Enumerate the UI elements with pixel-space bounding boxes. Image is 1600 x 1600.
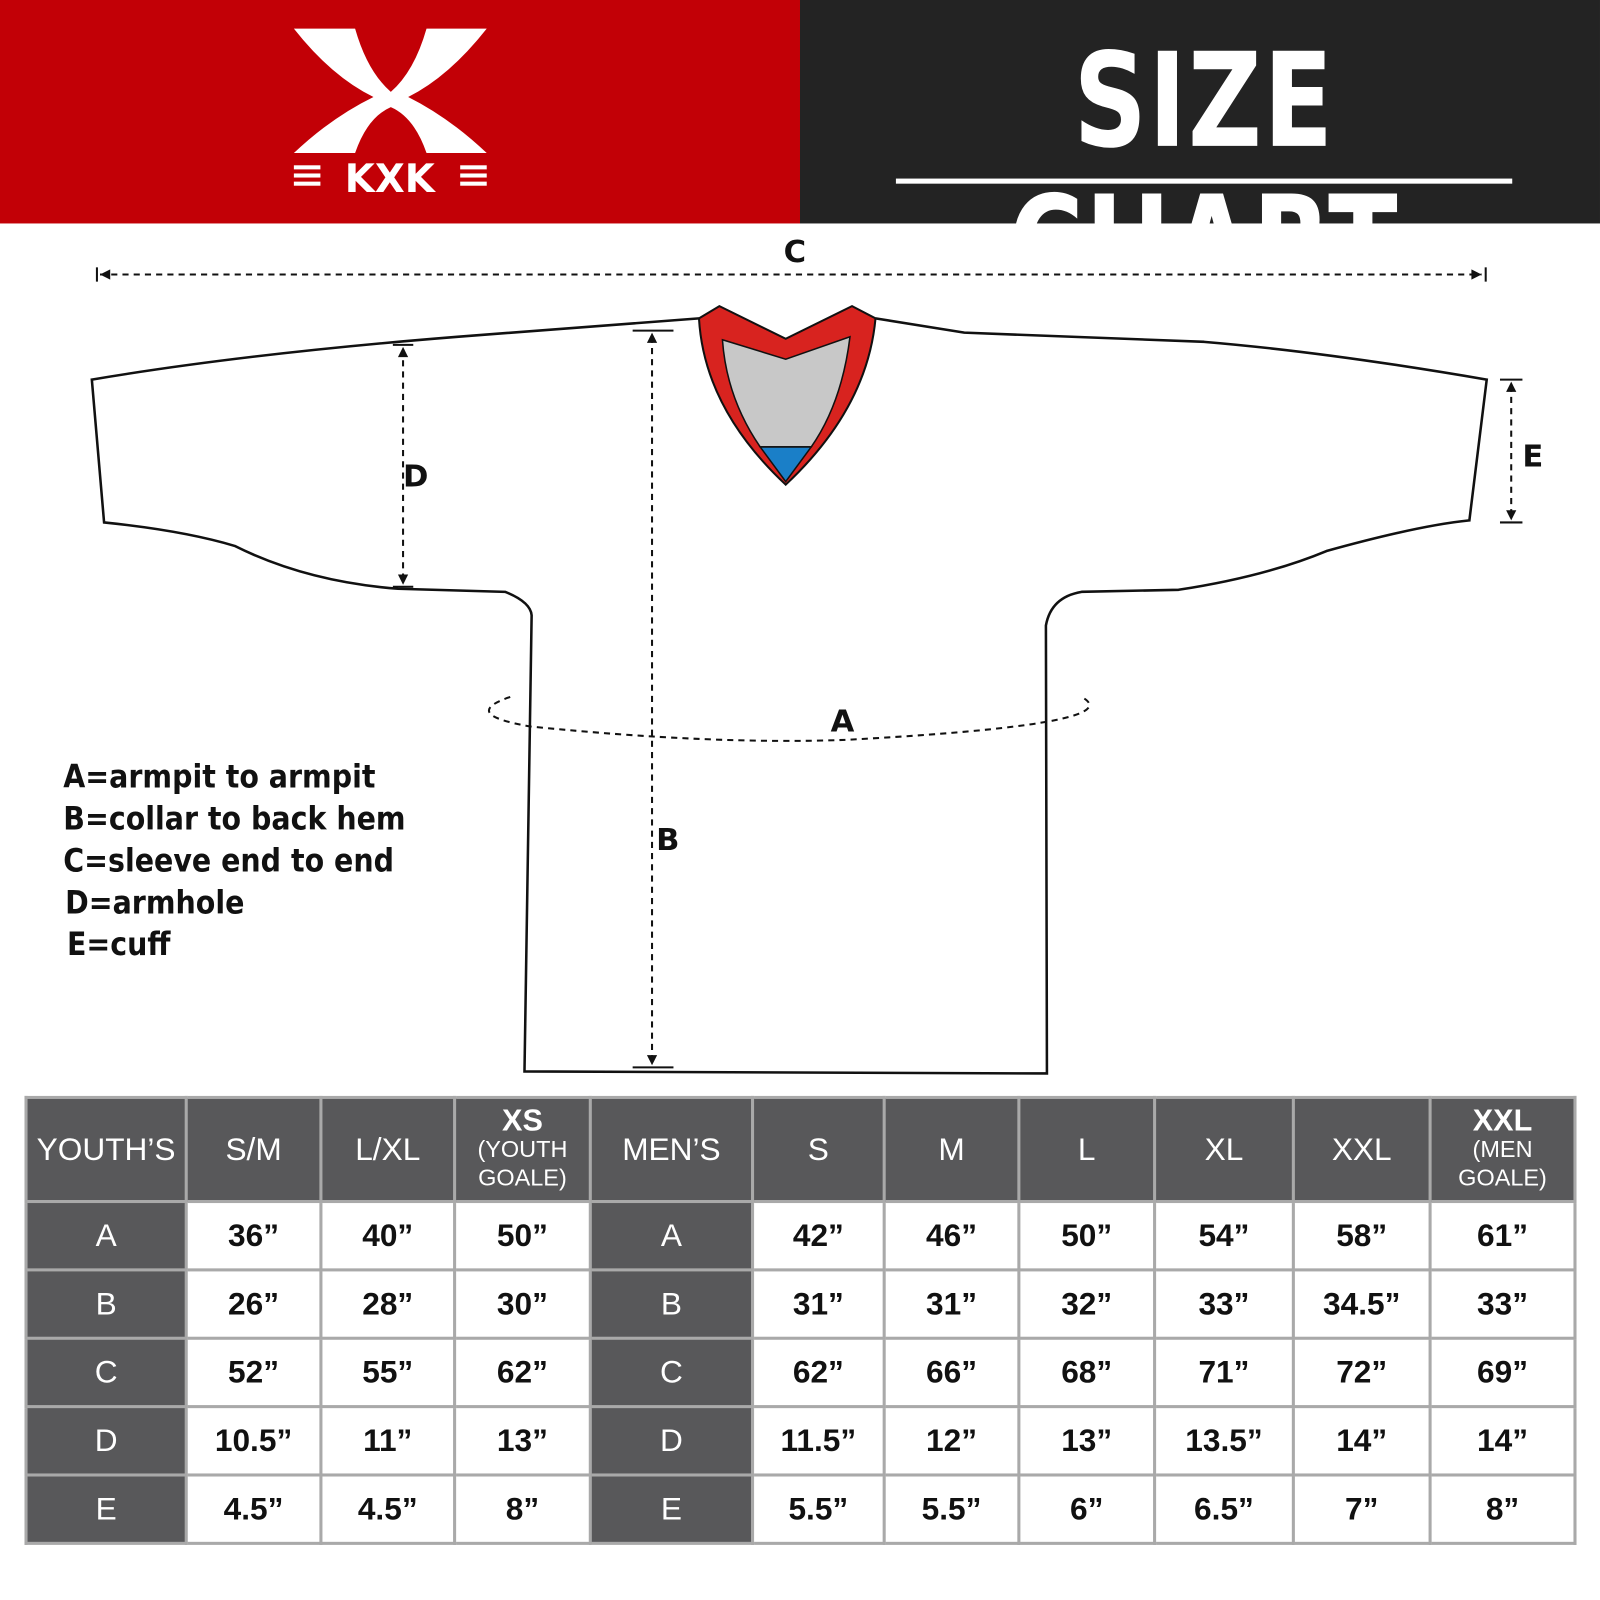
value-cell: 13” xyxy=(1017,1405,1157,1477)
value-cell: 50” xyxy=(453,1199,592,1272)
table-row: A 36” 40” 50” A 42” 46” 50” 54” 58” 61” xyxy=(24,1199,1577,1272)
size-header: XL xyxy=(1153,1095,1295,1204)
label-e: E xyxy=(1522,438,1544,475)
value-cell: 31” xyxy=(751,1268,886,1340)
table-row: D 10.5” 11” 13” D 11.5” 12” 13” 13.5” 14” 14” xyxy=(24,1405,1577,1477)
jersey-outline xyxy=(90,317,1489,1075)
value-cell: 5.5” xyxy=(882,1473,1021,1545)
value-cell: 6.5” xyxy=(1153,1473,1295,1545)
brand-text: KXK xyxy=(345,157,437,202)
size-header: S xyxy=(751,1095,886,1204)
size-header: S/M xyxy=(184,1095,323,1204)
value-cell: 69” xyxy=(1428,1336,1577,1409)
value-cell: 8” xyxy=(1428,1473,1577,1545)
measurement-legend: A=armpit to armpit B=collar to back hem … xyxy=(63,757,443,966)
value-cell: 62” xyxy=(453,1336,592,1409)
value-cell: 11.5” xyxy=(751,1405,886,1477)
collar-blue xyxy=(758,446,813,483)
size-note: (YOUTH GOALE) xyxy=(477,1135,568,1191)
value-cell: 11” xyxy=(319,1405,457,1477)
value-cell: 46” xyxy=(882,1199,1021,1272)
value-cell: 6” xyxy=(1017,1473,1157,1545)
value-cell: 33” xyxy=(1428,1268,1577,1340)
value-cell: 14” xyxy=(1428,1405,1577,1477)
value-cell: 42” xyxy=(751,1199,886,1272)
value-cell: 10.5” xyxy=(184,1405,323,1477)
value-cell: 13.5” xyxy=(1153,1405,1295,1477)
value-cell: 4.5” xyxy=(319,1473,457,1545)
size-note: (MEN GOALE) xyxy=(1458,1135,1547,1191)
value-cell: 68” xyxy=(1017,1336,1157,1409)
value-cell: 7” xyxy=(1291,1473,1432,1545)
size-header: M xyxy=(882,1095,1021,1204)
row-label: B xyxy=(24,1268,188,1340)
value-cell: 5.5” xyxy=(751,1473,886,1545)
page-title: SIZE CHART xyxy=(1008,25,1400,321)
kxk-logo: KXK xyxy=(293,28,487,202)
legend-item: B=collar to back hem xyxy=(63,801,406,838)
table-row: C 52” 55” 62” C 62” 66” 68” 71” 72” 69” xyxy=(24,1336,1577,1409)
value-cell: 13” xyxy=(453,1405,592,1477)
value-cell: 8” xyxy=(453,1473,592,1545)
value-cell: 36” xyxy=(184,1199,323,1272)
size-header: L/XL xyxy=(319,1095,457,1204)
value-cell: 26” xyxy=(184,1268,323,1340)
size-header: XXL xyxy=(1291,1095,1432,1204)
value-cell: 72” xyxy=(1291,1336,1432,1409)
row-label: A xyxy=(588,1199,755,1272)
value-cell: 28” xyxy=(319,1268,457,1340)
value-cell: 58” xyxy=(1291,1199,1432,1272)
value-cell: 32” xyxy=(1017,1268,1157,1340)
value-cell: 33” xyxy=(1153,1268,1295,1340)
value-cell: 61” xyxy=(1428,1199,1577,1272)
row-label: D xyxy=(24,1405,188,1477)
value-cell: 55” xyxy=(319,1336,457,1409)
jersey-diagram xyxy=(90,267,1523,1075)
value-cell: 4.5” xyxy=(184,1473,323,1545)
size-header: L xyxy=(1017,1095,1157,1204)
label-d: D xyxy=(403,459,429,495)
legend-item: D=armhole xyxy=(65,884,245,922)
table-row: B 26” 28” 30” B 31” 31” 32” 33” 34.5” 33” xyxy=(24,1268,1577,1340)
size-header: XXL (MEN GOALE) xyxy=(1428,1095,1577,1204)
label-a: A xyxy=(830,704,855,740)
youth-header: YOUTH’S xyxy=(24,1095,188,1204)
size-header: XS (YOUTH GOALE) xyxy=(453,1095,592,1204)
value-cell: 71” xyxy=(1153,1336,1295,1409)
value-cell: 50” xyxy=(1017,1199,1157,1272)
header-row: YOUTH’S S/M L/XL XS (YOUTH GOALE) MEN’S S M L XL X… xyxy=(24,1095,1577,1204)
row-label: C xyxy=(588,1336,755,1409)
size-name: XXL xyxy=(1472,1103,1533,1138)
row-label: E xyxy=(588,1473,755,1545)
row-label: B xyxy=(588,1268,755,1340)
value-cell: 30” xyxy=(453,1268,592,1340)
legend-item: E=cuff xyxy=(66,926,171,964)
value-cell: 66” xyxy=(882,1336,1021,1409)
row-label: E xyxy=(24,1473,188,1545)
size-name: XS xyxy=(502,1103,543,1138)
brand-banner: KXK xyxy=(0,0,800,224)
value-cell: 12” xyxy=(882,1405,1021,1477)
legend-item: A=armpit to armpit xyxy=(63,759,376,796)
row-label: C xyxy=(24,1336,188,1409)
title-underline xyxy=(895,178,1513,184)
value-cell: 14” xyxy=(1291,1405,1432,1477)
legend-item: C=sleeve end to end xyxy=(63,842,395,880)
value-cell: 54” xyxy=(1153,1199,1295,1272)
value-cell: 62” xyxy=(751,1336,886,1409)
men-header: MEN’S xyxy=(588,1095,755,1204)
row-label: D xyxy=(588,1405,755,1477)
table-row: E 4.5” 4.5” 8” E 5.5” 5.5” 6” 6.5” 7” 8” xyxy=(24,1473,1577,1545)
label-b: B xyxy=(656,822,680,859)
title-banner xyxy=(799,0,1600,224)
row-label: A xyxy=(24,1199,188,1272)
value-cell: 52” xyxy=(184,1336,323,1409)
label-c: C xyxy=(783,234,807,271)
value-cell: 40” xyxy=(319,1199,457,1272)
value-cell: 34.5” xyxy=(1291,1268,1432,1340)
value-cell: 31” xyxy=(882,1268,1021,1340)
size-table: YOUTH’S S/M L/XL XS (YOUTH GOALE) MEN’S S M L XL X… xyxy=(24,1095,1577,1545)
